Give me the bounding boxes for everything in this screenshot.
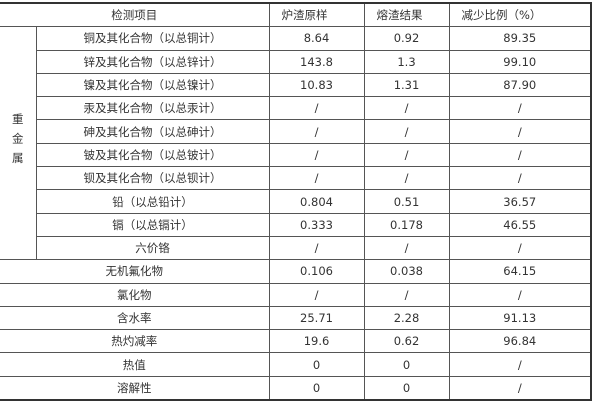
table-row: 钡及其化合物（以总钡计） / / / — [0, 166, 592, 191]
item-cell: 镉（以总镉计） — [36, 212, 270, 237]
table-row: 六价铬 / / / — [0, 235, 592, 261]
item-cell: 无机氟化物 — [0, 259, 270, 284]
melt-value: 0.62 — [363, 329, 450, 354]
raw-value: 10.83 — [268, 72, 365, 98]
reduction-value: 46.55 — [448, 212, 592, 237]
table-row: 锌及其化合物（以总锌计） 143.8 1.3 99.10 — [0, 49, 592, 74]
reduction-value: 36.57 — [448, 189, 592, 214]
raw-value: / — [268, 282, 365, 307]
reduction-value: / — [448, 352, 592, 377]
raw-value: 0.333 — [268, 212, 365, 237]
item-cell: 六价铬 — [36, 235, 270, 261]
item-cell: 含水率 — [0, 305, 270, 331]
table-row: 溶解性 0 0/ — [0, 375, 592, 402]
item-cell: 汞及其化合物（以总汞计） — [36, 96, 270, 121]
reduction-value: 96.84 — [448, 329, 592, 354]
table-row: 热值 0 0/ — [0, 352, 592, 377]
table-row: 汞及其化合物（以总汞计） / / / — [0, 96, 592, 121]
table-row: 砷及其化合物（以总砷计） / / / — [0, 119, 592, 144]
melt-value: / — [363, 235, 450, 261]
table-row: 铅（以总铅计） 0.804 0.51 36.57 — [0, 189, 592, 214]
raw-value: 143.8 — [268, 49, 365, 74]
group-label-cell: 重金属 — [0, 26, 37, 261]
reduction-value: / — [448, 142, 592, 168]
raw-value: 0 — [268, 375, 365, 402]
raw-value: / — [268, 166, 365, 191]
reduction-value: 64.15 — [448, 259, 592, 284]
item-cell: 氯化物 — [0, 282, 270, 307]
header-row: 检测项目 炉渣原样 熔渣结果 减少比例（%） — [0, 2, 592, 28]
header-melt: 熔渣结果 — [363, 2, 450, 28]
table-row: 重金属 铜及其化合物（以总铜计） 8.64 0.92 89.35 — [0, 26, 592, 261]
melt-value: 0.178 — [363, 212, 450, 237]
item-cell: 砷及其化合物（以总砷计） — [36, 119, 270, 144]
header-raw: 炉渣原样 — [268, 2, 365, 28]
raw-value: 0.804 — [268, 189, 365, 214]
reduction-value: 99.10 — [448, 49, 592, 74]
header-item: 检测项目 — [0, 2, 270, 28]
raw-value: 25.71 — [268, 305, 365, 331]
reduction-value: 89.35 — [448, 26, 592, 51]
table-row: 含水率 25.71 2.28 91.13 — [0, 305, 592, 331]
reduction-value: / — [448, 235, 592, 261]
table-row: 镍及其化合物（以总镍计） 10.83 1.31 87.90 — [0, 72, 592, 98]
group-label: 重金属 — [10, 112, 25, 172]
melt-value: 0.51 — [363, 189, 450, 214]
melt-value: 0.92 — [363, 26, 450, 51]
raw-value: / — [268, 235, 365, 261]
item-cell: 铅（以总铅计） — [36, 189, 270, 214]
melt-value: / — [363, 96, 450, 121]
reduction-value: 91.13 — [448, 305, 592, 331]
item-cell: 铜及其化合物（以总铜计） — [35, 26, 270, 51]
table-row: 氯化物 / / / — [0, 282, 592, 307]
table-row: 热灼减率 19.6 0.62 96.84 — [0, 329, 592, 354]
raw-value: 0 — [268, 352, 365, 377]
melt-value: 1.31 — [363, 72, 450, 98]
melt-value: / — [363, 119, 450, 144]
reduction-value: / — [448, 96, 592, 121]
raw-value: / — [268, 142, 365, 168]
item-cell: 铍及其化合物（以总铍计） — [36, 142, 270, 168]
raw-value: / — [268, 96, 365, 121]
raw-value: 19.6 — [268, 329, 365, 354]
item-cell: 锌及其化合物（以总锌计） — [36, 49, 270, 74]
item-cell: 溶解性 — [0, 375, 270, 402]
raw-value: 8.64 — [268, 26, 365, 51]
melt-value: / — [363, 282, 450, 307]
header-reduction: 减少比例（%） — [448, 2, 592, 28]
reduction-value: / — [448, 375, 592, 402]
melt-value: 1.3 — [363, 49, 450, 74]
reduction-value: 87.90 — [448, 72, 592, 98]
reduction-value: / — [448, 119, 592, 144]
item-cell: 热值 — [0, 352, 270, 377]
table-row: 镉（以总镉计） 0.333 0.178 46.55 — [0, 212, 592, 237]
melt-value: 0.038 — [363, 259, 450, 284]
melt-value: / — [363, 166, 450, 191]
reduction-value: / — [448, 166, 592, 191]
item-cell: 钡及其化合物（以总钡计） — [36, 166, 270, 191]
raw-value: / — [268, 119, 365, 144]
table-row: 铍及其化合物（以总铍计） / / / — [0, 142, 592, 168]
raw-value: 0.106 — [268, 259, 365, 284]
table-row: 无机氟化物 0.106 0.038 64.15 — [0, 259, 592, 284]
item-cell: 镍及其化合物（以总镍计） — [36, 72, 270, 98]
melt-value: / — [363, 142, 450, 168]
melt-value: 2.28 — [363, 305, 450, 331]
item-cell: 热灼减率 — [0, 329, 270, 354]
melt-value: 0 — [363, 352, 450, 377]
reduction-value: / — [448, 282, 592, 307]
melt-value: 0 — [363, 375, 450, 402]
